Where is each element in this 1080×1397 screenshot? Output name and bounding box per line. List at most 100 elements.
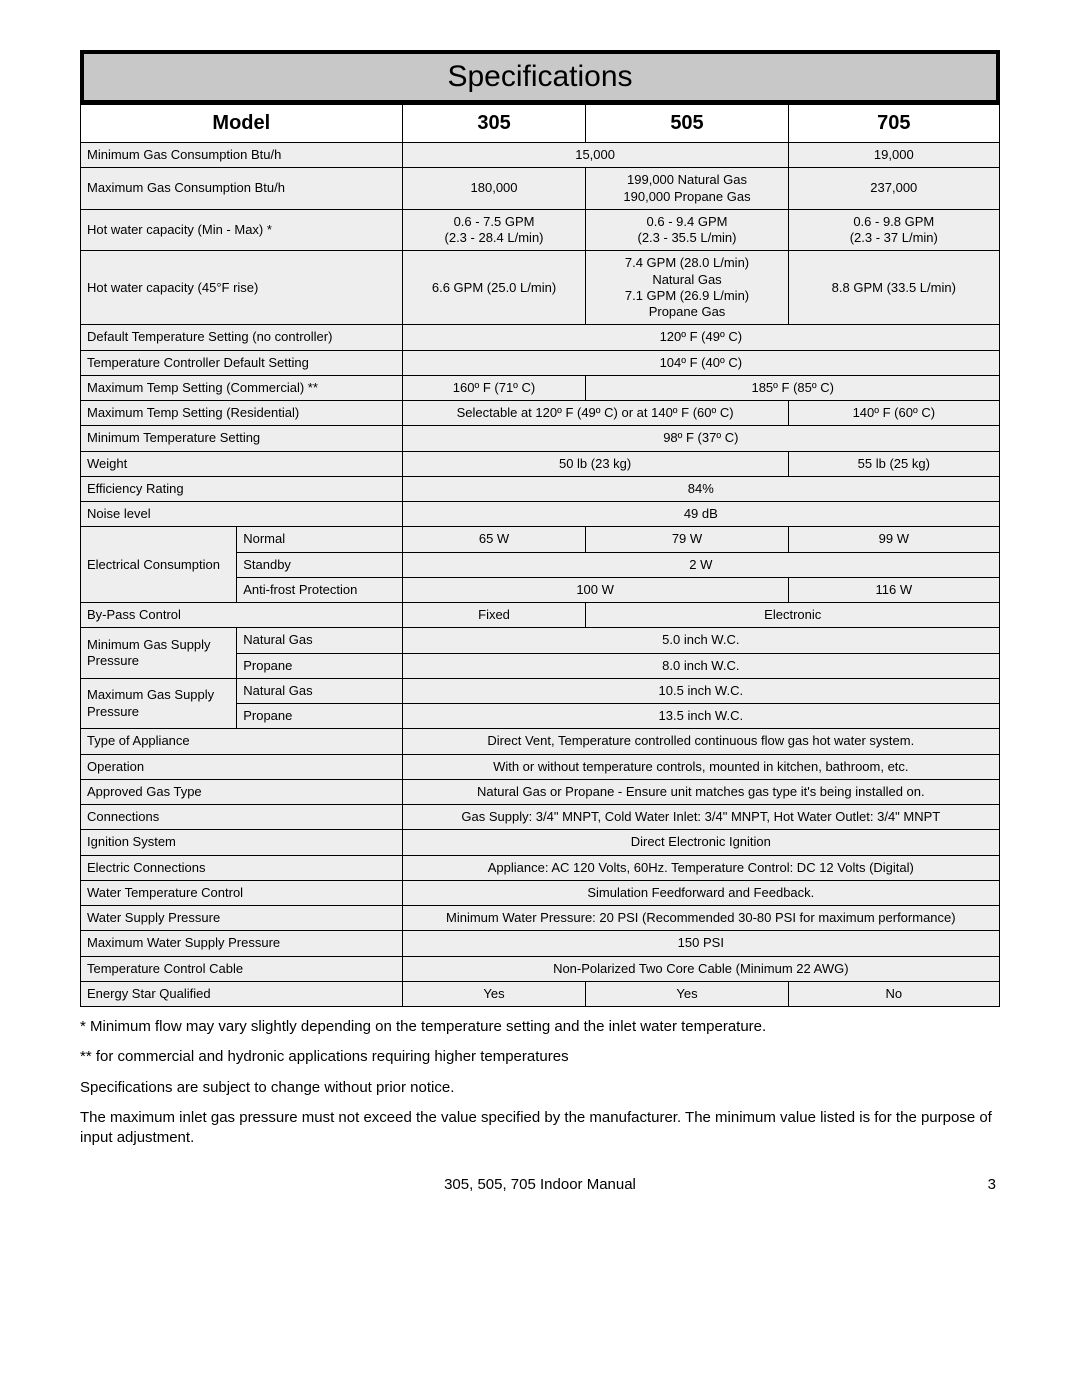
footnotes: * Minimum flow may vary slightly dependi… <box>80 1017 1000 1148</box>
table-row: Energy Star Qualified Yes Yes No <box>81 981 1000 1006</box>
row-label: By-Pass Control <box>81 603 403 628</box>
col-705: 705 <box>788 105 999 143</box>
row-label: Minimum Temperature Setting <box>81 426 403 451</box>
footnote: ** for commercial and hydronic applicati… <box>80 1047 1000 1067</box>
cell: 100 W <box>402 577 788 602</box>
row-label: Temperature Controller Default Setting <box>81 350 403 375</box>
table-row: Default Temperature Setting (no controll… <box>81 325 1000 350</box>
table-row: Maximum Gas Consumption Btu/h 180,000 19… <box>81 168 1000 210</box>
row-label: Minimum Gas Consumption Btu/h <box>81 143 403 168</box>
row-label: Water Supply Pressure <box>81 906 403 931</box>
table-row: Minimum Temperature Setting 98º F (37º C… <box>81 426 1000 451</box>
cell: 180,000 <box>402 168 586 210</box>
cell: With or without temperature controls, mo… <box>402 754 999 779</box>
cell: 19,000 <box>788 143 999 168</box>
row-sublabel: Anti-frost Protection <box>237 577 402 602</box>
cell: 49 dB <box>402 502 999 527</box>
table-row: Water Supply Pressure Minimum Water Pres… <box>81 906 1000 931</box>
cell: 150 PSI <box>402 931 999 956</box>
row-label: Minimum Gas Supply Pressure <box>81 628 237 679</box>
cell: 104º F (40º C) <box>402 350 999 375</box>
table-row: Temperature Controller Default Setting 1… <box>81 350 1000 375</box>
row-label: Weight <box>81 451 403 476</box>
cell: Fixed <box>402 603 586 628</box>
cell: 84% <box>402 476 999 501</box>
row-label: Noise level <box>81 502 403 527</box>
section-title: Specifications <box>80 50 1000 104</box>
cell: 0.6 - 9.8 GPM(2.3 - 37 L/min) <box>788 209 999 251</box>
cell: 160º F (71º C) <box>402 375 586 400</box>
row-label: Temperature Control Cable <box>81 956 403 981</box>
row-sublabel: Natural Gas <box>237 628 402 653</box>
cell: 98º F (37º C) <box>402 426 999 451</box>
cell: 6.6 GPM (25.0 L/min) <box>402 251 586 325</box>
row-label: Hot water capacity (45°F rise) <box>81 251 403 325</box>
table-row: Electric Connections Appliance: AC 120 V… <box>81 855 1000 880</box>
row-label: Hot water capacity (Min - Max) * <box>81 209 403 251</box>
cell: Yes <box>402 981 586 1006</box>
cell: Non-Polarized Two Core Cable (Minimum 22… <box>402 956 999 981</box>
cell: 50 lb (23 kg) <box>402 451 788 476</box>
row-label: Operation <box>81 754 403 779</box>
cell: 7.4 GPM (28.0 L/min)Natural Gas7.1 GPM (… <box>586 251 788 325</box>
table-row: Water Temperature Control Simulation Fee… <box>81 880 1000 905</box>
cell: 199,000 Natural Gas190,000 Propane Gas <box>586 168 788 210</box>
table-row: Maximum Temp Setting (Commercial) ** 160… <box>81 375 1000 400</box>
cell: 79 W <box>586 527 788 552</box>
row-label: Efficiency Rating <box>81 476 403 501</box>
table-row: Hot water capacity (45°F rise) 6.6 GPM (… <box>81 251 1000 325</box>
row-label: Electrical Consumption <box>81 527 237 603</box>
col-model: Model <box>81 105 403 143</box>
cell: Natural Gas or Propane - Ensure unit mat… <box>402 779 999 804</box>
cell: Gas Supply: 3/4" MNPT, Cold Water Inlet:… <box>402 805 999 830</box>
row-label: Default Temperature Setting (no controll… <box>81 325 403 350</box>
table-header-row: Model 305 505 705 <box>81 105 1000 143</box>
cell: Selectable at 120º F (49º C) or at 140º … <box>402 401 788 426</box>
cell: 65 W <box>402 527 586 552</box>
row-label: Ignition System <box>81 830 403 855</box>
table-row: Temperature Control Cable Non-Polarized … <box>81 956 1000 981</box>
table-row: Hot water capacity (Min - Max) * 0.6 - 7… <box>81 209 1000 251</box>
footnote: Specifications are subject to change wit… <box>80 1078 1000 1098</box>
col-305: 305 <box>402 105 586 143</box>
table-row: Minimum Gas Consumption Btu/h 15,000 19,… <box>81 143 1000 168</box>
row-label: Maximum Temp Setting (Residential) <box>81 401 403 426</box>
cell: 185º F (85º C) <box>586 375 1000 400</box>
row-sublabel: Natural Gas <box>237 678 402 703</box>
col-505: 505 <box>586 105 788 143</box>
cell: 140º F (60º C) <box>788 401 999 426</box>
footer-title: 305, 505, 705 Indoor Manual <box>388 1176 692 1193</box>
row-label: Approved Gas Type <box>81 779 403 804</box>
cell: Simulation Feedforward and Feedback. <box>402 880 999 905</box>
cell: 8.0 inch W.C. <box>402 653 999 678</box>
cell: 10.5 inch W.C. <box>402 678 999 703</box>
cell: Minimum Water Pressure: 20 PSI (Recommen… <box>402 906 999 931</box>
table-row: Maximum Water Supply Pressure 150 PSI <box>81 931 1000 956</box>
cell: Electronic <box>586 603 1000 628</box>
row-label: Maximum Water Supply Pressure <box>81 931 403 956</box>
cell: 2 W <box>402 552 999 577</box>
page-footer: 305, 505, 705 Indoor Manual 3 <box>80 1176 1000 1193</box>
row-label: Maximum Temp Setting (Commercial) ** <box>81 375 403 400</box>
row-label: Electric Connections <box>81 855 403 880</box>
cell: 13.5 inch W.C. <box>402 704 999 729</box>
table-row: Maximum Temp Setting (Residential) Selec… <box>81 401 1000 426</box>
row-sublabel: Standby <box>237 552 402 577</box>
cell: Yes <box>586 981 788 1006</box>
cell: 99 W <box>788 527 999 552</box>
cell: Appliance: AC 120 Volts, 60Hz. Temperatu… <box>402 855 999 880</box>
table-row: Operation With or without temperature co… <box>81 754 1000 779</box>
cell: Direct Vent, Temperature controlled cont… <box>402 729 999 754</box>
cell: 0.6 - 9.4 GPM(2.3 - 35.5 L/min) <box>586 209 788 251</box>
table-row: By-Pass Control Fixed Electronic <box>81 603 1000 628</box>
footnote: * Minimum flow may vary slightly dependi… <box>80 1017 1000 1037</box>
cell: 55 lb (25 kg) <box>788 451 999 476</box>
table-row: Minimum Gas Supply Pressure Natural Gas … <box>81 628 1000 653</box>
row-sublabel: Propane <box>237 653 402 678</box>
row-label: Maximum Gas Consumption Btu/h <box>81 168 403 210</box>
page-number: 3 <box>692 1176 996 1193</box>
table-row: Type of Appliance Direct Vent, Temperatu… <box>81 729 1000 754</box>
cell: 5.0 inch W.C. <box>402 628 999 653</box>
row-sublabel: Normal <box>237 527 402 552</box>
row-label: Energy Star Qualified <box>81 981 403 1006</box>
